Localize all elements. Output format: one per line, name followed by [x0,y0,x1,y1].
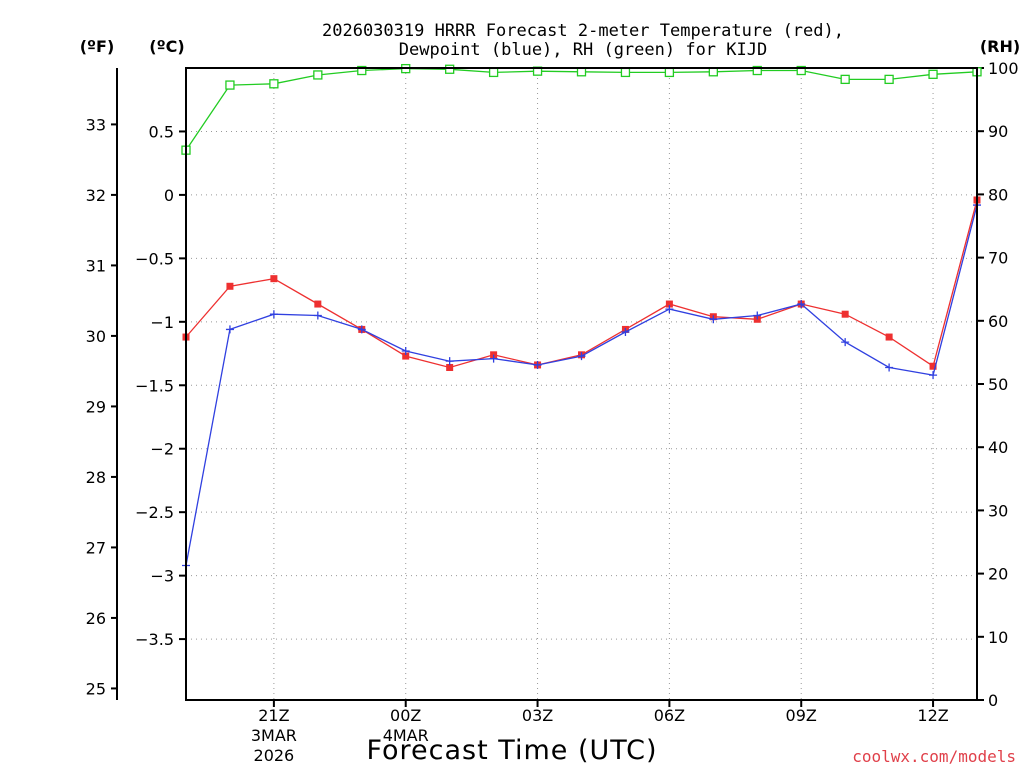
dewpoint-point [621,327,630,336]
rh-point [840,74,850,85]
dewpoint-point [533,360,542,369]
time-tick-label: 12Z [917,706,948,725]
grid-lines [186,68,977,700]
rh-line [185,67,978,151]
dewpoint-series [182,201,981,570]
2-meter-temperature-point [270,275,278,283]
2-meter-temperature-line [185,199,978,369]
rh-tick-label: 80 [988,185,1008,204]
2-meter-temperature-point [446,364,454,372]
celsius-tick-label: 0 [164,186,174,205]
rh-tick-label: 90 [988,122,1008,141]
rh-point [664,67,675,78]
dewpoint-point [797,300,806,309]
celsius-tick-label: −2.5 [135,503,174,522]
celsius-tick-label: −1 [150,313,174,332]
dewpoint-point [929,371,938,380]
x-axis-title: Forecast Time (UTC) [366,735,657,766]
dewpoint-point [401,347,410,356]
fahrenheit-axis: 33 32 31 30 29 28 27 26 25 [86,68,118,700]
chart-title-line2: Dewpoint (blue), RH (green) for KIJD [399,40,767,60]
fahrenheit-tick-label: 25 [86,679,106,698]
fahrenheit-tick-label: 28 [86,468,106,487]
rh-tick-label: 100 [988,59,1019,78]
celsius-tick-label: 0.5 [149,122,174,141]
fahrenheit-tick-label: 32 [86,186,106,205]
2-meter-temperature-point [226,282,234,290]
celsius-tick-label: −0.5 [135,249,174,268]
time-tick-label: 09Z [786,706,817,725]
dewpoint-point [709,315,718,324]
series-layer [181,63,982,570]
rh-series [181,63,982,155]
rh-point [488,67,499,78]
fahrenheit-unit-label: (ºF) [80,37,115,56]
rh-tick-label: 60 [988,312,1008,331]
credit-text: coolwx.com/models [852,747,1016,766]
rh-tick-label: 40 [988,438,1008,457]
2-meter-temperature-point [314,300,322,308]
dewpoint-point [269,310,278,319]
time-tick-label: 03Z [522,706,553,725]
dewpoint-point [841,338,850,347]
rh-tick-label: 10 [988,628,1008,647]
fahrenheit-tick-label: 27 [86,538,106,557]
celsius-tick-label: −3.5 [135,630,174,649]
2-meter-temperature-point [841,310,849,318]
fahrenheit-tick-label: 31 [86,256,106,275]
plot-frame [185,67,978,701]
dewpoint-point [489,354,498,363]
rh-point [796,65,806,76]
2-meter-temperature-series [182,196,981,372]
dewpoint-point [357,325,366,334]
2-meter-temperature-point [665,300,673,308]
rh-tick-label: 70 [988,249,1008,268]
2-meter-temperature-point [885,333,893,341]
time-tick-date: 3MAR [251,726,297,745]
fahrenheit-tick-label: 33 [86,115,106,134]
time-tick-label: 06Z [654,706,685,725]
rh-point [884,74,894,85]
time-tick-year: 2026 [254,746,295,765]
2-meter-temperature-point [929,362,937,370]
rh-point [357,65,367,76]
dewpoint-point [753,311,762,320]
dewpoint-point [885,363,894,372]
rh-point [928,69,938,79]
dewpoint-point [225,325,234,334]
rh-point [752,65,762,76]
celsius-tick-label: −2 [150,440,174,459]
celsius-tick-label: −3 [150,567,174,586]
dewpoint-point [577,352,586,361]
time-tick-label: 21Z [258,706,289,725]
rh-tick-label: 50 [988,375,1008,394]
time-tick-date: 4MAR [383,726,429,745]
celsius-axis: 0.5 0 −0.5 −1 −1.5 −2 −2.5 −3 −3.5 [135,122,186,649]
dewpoint-point [665,305,674,314]
rh-point [225,80,235,90]
celsius-unit-label: (ºC) [149,37,184,56]
celsius-tick-label: −1.5 [135,376,174,395]
rh-point [445,64,455,74]
dewpoint-point [313,311,322,320]
rh-point [620,67,631,78]
rh-unit-label: (RH) [980,37,1020,56]
fahrenheit-tick-label: 29 [86,397,106,416]
rh-tick-label: 0 [988,691,998,710]
chart-title-line1: 2026030319 HRRR Forecast 2-meter Tempera… [322,21,844,41]
fahrenheit-tick-label: 26 [86,609,106,628]
dewpoint-point [445,357,454,366]
2-meter-temperature-point [402,352,410,360]
rh-point [269,79,279,89]
rh-point [313,70,323,80]
fahrenheit-tick-label: 30 [86,327,106,346]
rh-tick-label: 30 [988,501,1008,520]
rh-tick-label: 20 [988,565,1008,584]
time-tick-label: 00Z [390,706,421,725]
